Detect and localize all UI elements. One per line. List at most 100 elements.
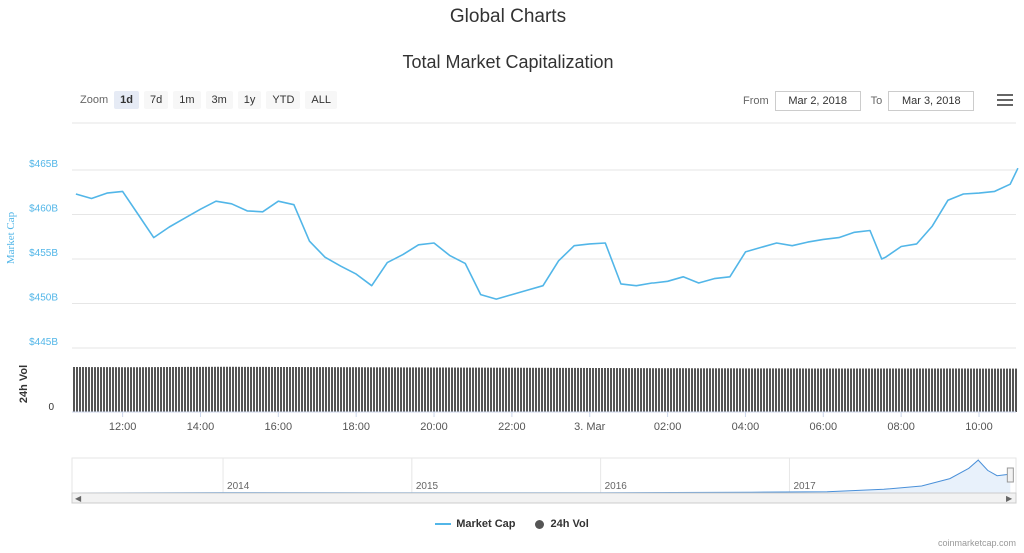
zoom-1y-button[interactable]: 1y bbox=[237, 91, 262, 109]
navigator-scrollbar[interactable] bbox=[71, 492, 1017, 504]
volume-bar bbox=[739, 368, 741, 412]
volume-bar bbox=[1012, 368, 1014, 412]
volume-bar bbox=[769, 368, 771, 412]
legend-volume[interactable]: 24h Vol bbox=[535, 518, 589, 530]
volume-bar bbox=[904, 368, 906, 412]
volume-bar bbox=[661, 368, 663, 412]
volume-bar bbox=[214, 366, 216, 412]
volume-bar bbox=[523, 367, 525, 412]
volume-bar bbox=[757, 368, 759, 412]
volume-bar bbox=[223, 366, 225, 412]
volume-bar bbox=[748, 368, 750, 412]
volume-bar bbox=[82, 367, 84, 412]
volume-bar bbox=[946, 368, 948, 412]
volume-bar bbox=[637, 368, 639, 412]
scroll-left-arrow-icon[interactable]: ◀ bbox=[75, 494, 82, 503]
zoom-1d-button[interactable]: 1d bbox=[114, 91, 139, 109]
volume-bar bbox=[760, 368, 762, 412]
volume-bar bbox=[745, 368, 747, 412]
volume-bar bbox=[349, 367, 351, 412]
volume-bar bbox=[175, 366, 177, 412]
volume-bar bbox=[847, 368, 849, 412]
volume-bar bbox=[169, 367, 171, 412]
navigator-handle[interactable] bbox=[1006, 467, 1014, 483]
volume-bar bbox=[1015, 368, 1017, 412]
volume-bar bbox=[619, 368, 621, 412]
volume-bar bbox=[361, 367, 363, 412]
volume-bar bbox=[454, 367, 456, 412]
market-cap-line bbox=[75, 167, 1019, 300]
volume-bar bbox=[601, 368, 603, 412]
volume-bar bbox=[298, 367, 300, 412]
volume-bar bbox=[424, 367, 426, 412]
credit-link[interactable]: coinmarketcap.com bbox=[937, 538, 1016, 548]
volume-bar bbox=[238, 366, 240, 412]
volume-bar bbox=[1006, 368, 1008, 412]
volume-bar bbox=[187, 366, 189, 412]
volume-bar bbox=[481, 367, 483, 412]
volume-bar bbox=[895, 368, 897, 412]
volume-bar bbox=[532, 367, 534, 412]
volume-bar bbox=[415, 367, 417, 412]
from-date-input[interactable]: Mar 2, 2018 bbox=[774, 91, 861, 111]
volume-bar bbox=[493, 367, 495, 412]
volume-bar bbox=[631, 368, 633, 412]
volume-bar bbox=[586, 367, 588, 412]
volume-bar bbox=[358, 367, 360, 412]
volume-bar bbox=[940, 368, 942, 412]
volume-bar bbox=[838, 368, 840, 412]
y-tick-label: $445B bbox=[29, 337, 58, 348]
volume-bar bbox=[151, 367, 153, 412]
volume-bar bbox=[253, 366, 255, 412]
volume-bar bbox=[163, 367, 165, 412]
legend-market-cap[interactable]: Market Cap bbox=[435, 518, 515, 530]
volume-bar bbox=[319, 367, 321, 412]
zoom-7d-button[interactable]: 7d bbox=[143, 91, 169, 109]
navigator-year-label: 2014 bbox=[227, 481, 250, 492]
volume-bar bbox=[457, 367, 459, 412]
y-tick-label: $450B bbox=[29, 293, 58, 304]
volume-bar bbox=[406, 367, 408, 412]
volume-bar bbox=[484, 367, 486, 412]
volume-bar bbox=[382, 367, 384, 412]
volume-bar bbox=[304, 367, 306, 412]
volume-bar bbox=[805, 368, 807, 412]
zoom-1m-button[interactable]: 1m bbox=[173, 91, 201, 109]
volume-bar bbox=[520, 367, 522, 412]
volume-bar bbox=[796, 368, 798, 412]
volume-bar bbox=[874, 368, 876, 412]
to-date-input[interactable]: Mar 3, 2018 bbox=[888, 91, 975, 111]
volume-bar bbox=[256, 366, 258, 412]
volume-bar bbox=[808, 368, 810, 412]
volume-bar bbox=[559, 367, 561, 412]
zoom-3m-button[interactable]: 3m bbox=[205, 91, 233, 109]
volume-bar bbox=[250, 366, 252, 412]
x-tick-label: 04:00 bbox=[732, 421, 760, 433]
scroll-right-arrow-icon[interactable]: ▶ bbox=[1006, 494, 1013, 503]
volume-bar bbox=[931, 368, 933, 412]
volume-bar bbox=[475, 367, 477, 412]
volume-bar bbox=[109, 367, 111, 412]
volume-bar bbox=[181, 366, 183, 412]
volume-bar bbox=[433, 367, 435, 412]
volume-bar bbox=[721, 368, 723, 412]
volume-bar bbox=[973, 368, 975, 412]
volume-bar bbox=[994, 368, 996, 412]
volume-bar bbox=[964, 368, 966, 412]
volume-bar bbox=[145, 367, 147, 412]
volume-bar bbox=[574, 367, 576, 412]
volume-bar bbox=[625, 368, 627, 412]
volume-bar bbox=[937, 368, 939, 412]
volume-bar bbox=[217, 366, 219, 412]
hamburger-menu-icon[interactable] bbox=[997, 94, 1013, 109]
volume-bar bbox=[892, 368, 894, 412]
volume-bar bbox=[553, 367, 555, 412]
volume-bar bbox=[751, 368, 753, 412]
volume-bar bbox=[136, 367, 138, 412]
zoom-ytd-button[interactable]: YTD bbox=[266, 91, 301, 109]
volume-bar bbox=[790, 368, 792, 412]
zoom-all-button[interactable]: ALL bbox=[305, 91, 337, 109]
volume-bar bbox=[814, 368, 816, 412]
volume-bar bbox=[271, 366, 273, 412]
